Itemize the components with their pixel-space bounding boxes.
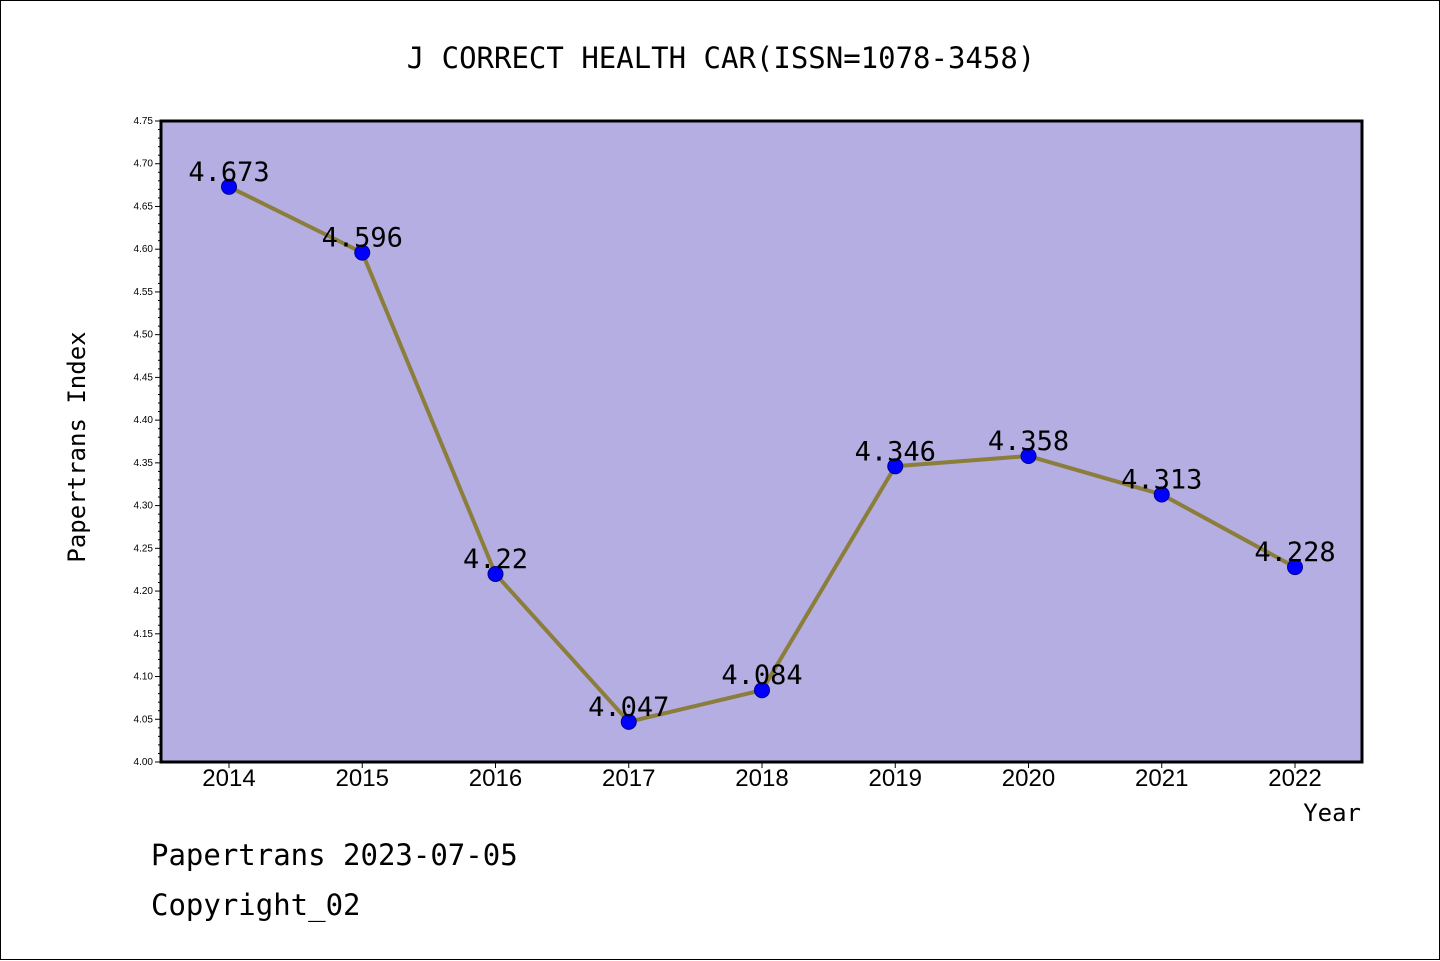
data-label: 4.228 bbox=[1254, 537, 1335, 568]
data-label: 4.084 bbox=[721, 660, 802, 691]
y-tick-label: 4.70 bbox=[134, 159, 154, 170]
data-label: 4.358 bbox=[988, 426, 1069, 457]
x-tick-label: 2017 bbox=[602, 765, 655, 792]
x-tick-label: 2022 bbox=[1268, 765, 1321, 792]
markers-group bbox=[221, 178, 1303, 730]
data-labels-group: 4.673 4.596 4.22 4.047 4.084 4.346 4.358 4.313 4… bbox=[188, 157, 1335, 723]
y-tick-label: 4.00 bbox=[134, 757, 154, 768]
x-axis-label: Year bbox=[1303, 799, 1361, 827]
data-point bbox=[887, 458, 904, 475]
y-tick-label: 4.55 bbox=[134, 287, 154, 298]
data-label: 4.673 bbox=[188, 157, 269, 188]
y-tick-label: 4.25 bbox=[134, 543, 154, 554]
y-tick-label: 4.30 bbox=[134, 501, 154, 512]
data-label: 4.313 bbox=[1121, 464, 1202, 495]
y-tick-label: 4.35 bbox=[134, 458, 154, 469]
x-tick-label: 2018 bbox=[735, 765, 788, 792]
chart-title: J CORRECT HEALTH CAR(ISSN=1078-3458) bbox=[407, 41, 1036, 75]
y-tick-label: 4.75 bbox=[134, 116, 154, 127]
y-tick-label: 4.05 bbox=[134, 714, 154, 725]
x-tick-label: 2015 bbox=[336, 765, 389, 792]
data-label: 4.596 bbox=[322, 223, 403, 254]
data-point bbox=[1287, 559, 1303, 576]
x-tick-label: 2014 bbox=[202, 765, 255, 792]
x-tick-label: 2020 bbox=[1002, 765, 1055, 792]
plot-area bbox=[159, 119, 1364, 764]
x-axis: 2014 2015 2016 2017 2018 2019 2020 2021 2022 bbox=[202, 762, 1322, 792]
y-tick-label: 4.10 bbox=[134, 672, 154, 683]
y-axis-label: Papertrans Index bbox=[63, 331, 91, 562]
y-tick-label: 4.20 bbox=[134, 586, 154, 597]
y-tick-label: 4.15 bbox=[134, 629, 154, 640]
footer-copyright: Copyright_02 bbox=[151, 888, 361, 923]
y-tick-label: 4.50 bbox=[134, 330, 154, 341]
data-point bbox=[354, 244, 371, 261]
data-label: 4.346 bbox=[855, 436, 936, 467]
y-tick-label: 4.60 bbox=[134, 244, 154, 255]
footer-date: Papertrans 2023-07-05 bbox=[151, 838, 518, 872]
data-point bbox=[620, 713, 637, 730]
y-axis: 4.00 4.05 4.10 4.15 4.20 4.25 4.30 4.35 4.40 4.45… bbox=[134, 116, 161, 768]
y-tick-label: 4.45 bbox=[134, 372, 154, 383]
y-tick-label: 4.40 bbox=[134, 415, 154, 426]
x-tick-label: 2019 bbox=[869, 765, 922, 792]
data-label: 4.047 bbox=[588, 692, 669, 723]
data-point bbox=[1153, 486, 1170, 503]
data-label: 4.22 bbox=[463, 544, 528, 575]
x-tick-label: 2016 bbox=[469, 765, 522, 792]
data-point bbox=[487, 565, 504, 582]
data-point bbox=[754, 682, 770, 699]
x-tick-label: 2021 bbox=[1135, 765, 1188, 792]
data-point bbox=[1020, 448, 1037, 465]
data-point bbox=[221, 178, 237, 195]
y-tick-label: 4.65 bbox=[134, 201, 154, 212]
